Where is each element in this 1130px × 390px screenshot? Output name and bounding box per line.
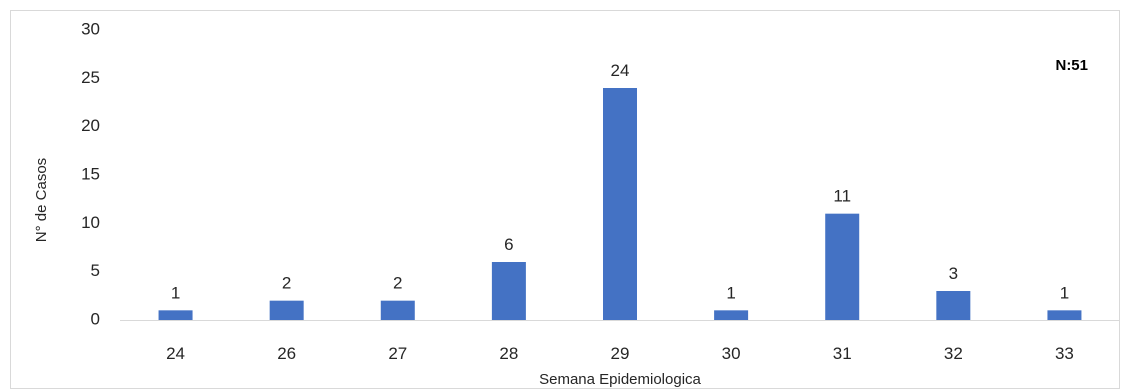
bar-value-label: 1 — [171, 283, 180, 302]
x-axis-title: Semana Epidemiologica — [539, 371, 701, 388]
x-tick-label: 28 — [499, 344, 518, 363]
bar — [380, 300, 415, 320]
x-tick-label: 27 — [388, 344, 407, 363]
y-tick-label: 30 — [81, 19, 100, 38]
bar — [936, 291, 971, 320]
bar-value-label: 2 — [393, 274, 402, 293]
total-cases-annotation: N:51 — [1055, 57, 1088, 74]
x-tick-label: 24 — [166, 344, 185, 363]
bar — [158, 310, 193, 320]
y-axis-ticks: 0 5 10 15 20 25 30 — [81, 19, 100, 328]
y-axis-title: N° de Casos — [33, 158, 50, 242]
bar — [1047, 310, 1082, 320]
x-tick-label: 31 — [833, 344, 852, 363]
bar-value-label: 6 — [504, 235, 513, 254]
bar — [825, 213, 860, 320]
bar-value-label: 11 — [833, 187, 851, 206]
x-axis-ticks: 24 26 27 28 29 30 31 32 33 — [166, 344, 1074, 363]
bar-value-label: 24 — [611, 61, 630, 80]
x-tick-label: 30 — [722, 344, 741, 363]
y-tick-label: 0 — [91, 309, 100, 328]
bars — [158, 88, 1082, 320]
y-tick-label: 25 — [81, 68, 100, 87]
y-tick-label: 5 — [91, 261, 100, 280]
y-tick-label: 20 — [81, 116, 100, 135]
chart-frame — [10, 10, 1120, 389]
bar — [603, 88, 637, 320]
bar-value-label: 1 — [726, 283, 735, 302]
bar — [269, 300, 304, 320]
y-tick-label: 10 — [81, 213, 100, 232]
bar-value-label: 2 — [282, 274, 291, 293]
bar — [714, 310, 749, 320]
bar-value-label: 3 — [949, 264, 958, 283]
x-tick-label: 33 — [1055, 344, 1074, 363]
y-tick-label: 15 — [81, 164, 100, 183]
bar — [491, 262, 526, 320]
x-tick-label: 32 — [944, 344, 963, 363]
x-tick-label: 26 — [277, 344, 296, 363]
x-tick-label: 29 — [611, 344, 630, 363]
bar-value-label: 1 — [1060, 283, 1069, 302]
